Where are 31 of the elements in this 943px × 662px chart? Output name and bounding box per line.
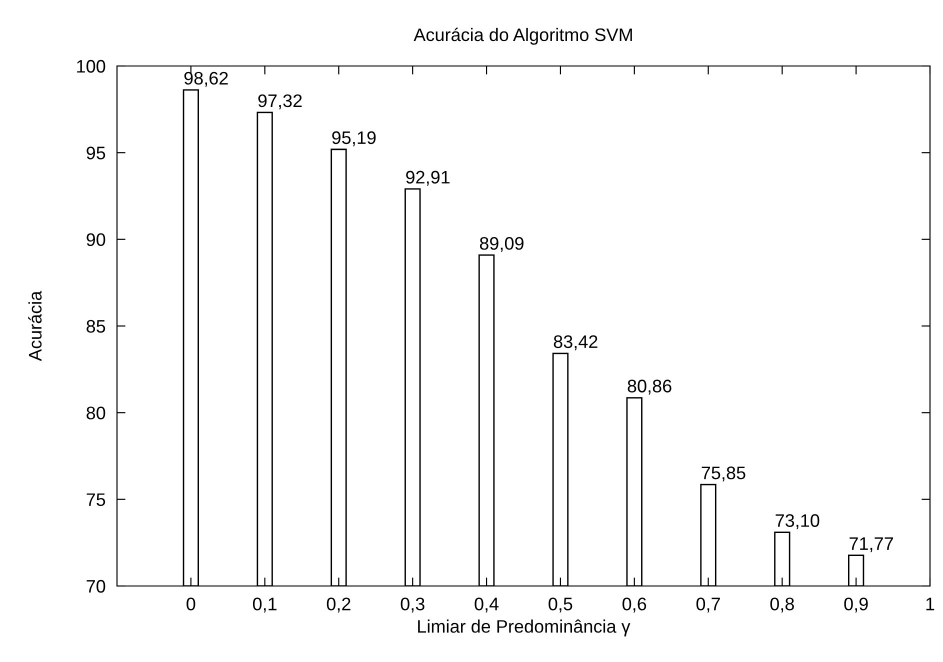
x-tick-label: 0,1 <box>252 598 276 613</box>
y-tick-label: 90 <box>86 233 106 246</box>
data-label: 97,32 <box>258 94 302 110</box>
x-axis-title: Limiar de Predominância γ <box>418 619 630 636</box>
y-tick-label: 70 <box>86 580 106 593</box>
x-tick-label: 1 <box>926 598 934 610</box>
data-label: 95,19 <box>332 131 376 146</box>
x-tick-label: 0,5 <box>548 598 572 613</box>
y-tick-label: 85 <box>86 320 106 333</box>
data-label: 83,42 <box>554 335 598 350</box>
x-tick-label: 0,8 <box>770 598 794 613</box>
data-label: 89,09 <box>480 237 524 252</box>
y-axis-title: Acurácia <box>28 290 42 362</box>
x-tick-label: 0,3 <box>400 598 424 613</box>
data-label: 75,85 <box>702 466 746 482</box>
x-tick-label: 0 <box>186 598 196 610</box>
x-tick-label: 0,7 <box>696 598 720 613</box>
data-label: 80,86 <box>628 380 672 395</box>
data-label: 71,77 <box>850 537 893 552</box>
y-tick-label: 80 <box>86 406 106 420</box>
chart-title: Acurácia do Algoritmo SVM <box>414 28 632 45</box>
y-tick-label: 75 <box>86 493 106 506</box>
x-tick-label: 0,9 <box>844 598 868 613</box>
x-tick-label: 0,2 <box>326 598 350 613</box>
x-tick-label: 0,6 <box>622 598 646 613</box>
data-label: 98,62 <box>184 72 228 87</box>
data-label: 92,91 <box>406 170 450 186</box>
x-tick-label: 0,4 <box>474 598 499 613</box>
y-tick-label: 95 <box>86 146 106 160</box>
y-tick-label: 100 <box>77 60 106 73</box>
data-label: 73,10 <box>776 514 820 530</box>
